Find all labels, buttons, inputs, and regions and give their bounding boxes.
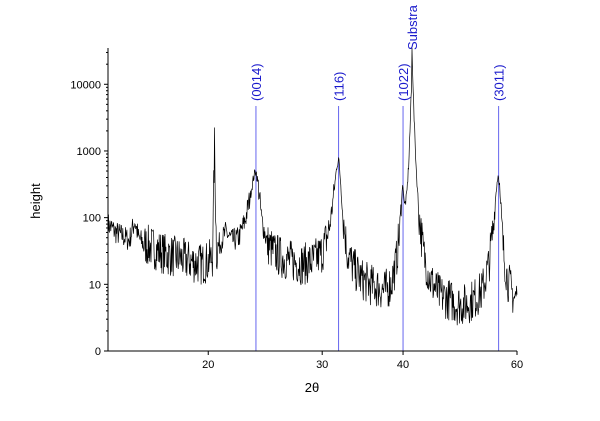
x-tick-label: 40	[397, 359, 409, 371]
y-tick-label: 100	[83, 213, 101, 225]
x-tick-label: 20	[202, 359, 214, 371]
x-tick-label: 60	[511, 359, 523, 371]
y-axis-title: height	[28, 183, 43, 219]
peak-label: (1022)	[396, 63, 411, 101]
y-tick-label: 10	[89, 279, 101, 291]
y-axis-ticks: 0 10 100 1000 10000	[70, 51, 108, 358]
peak-label: (0014)	[249, 63, 264, 101]
peak-label: (3011)	[492, 64, 507, 101]
x-axis-title: 2θ	[305, 380, 319, 395]
y-tick-label: 10000	[70, 79, 101, 91]
x-tick-label: 30	[316, 359, 328, 371]
peak-label: Substra	[405, 4, 420, 50]
peak-markers: (0014) (116) (1022) Substra (3011)	[249, 4, 507, 351]
y-tick-label: 1000	[77, 146, 101, 158]
peak-label: (116)	[332, 72, 347, 101]
y-tick-label: 0	[95, 346, 101, 358]
x-axis-ticks: 20 30 40 60	[202, 351, 523, 371]
diffraction-series-line	[107, 47, 518, 326]
